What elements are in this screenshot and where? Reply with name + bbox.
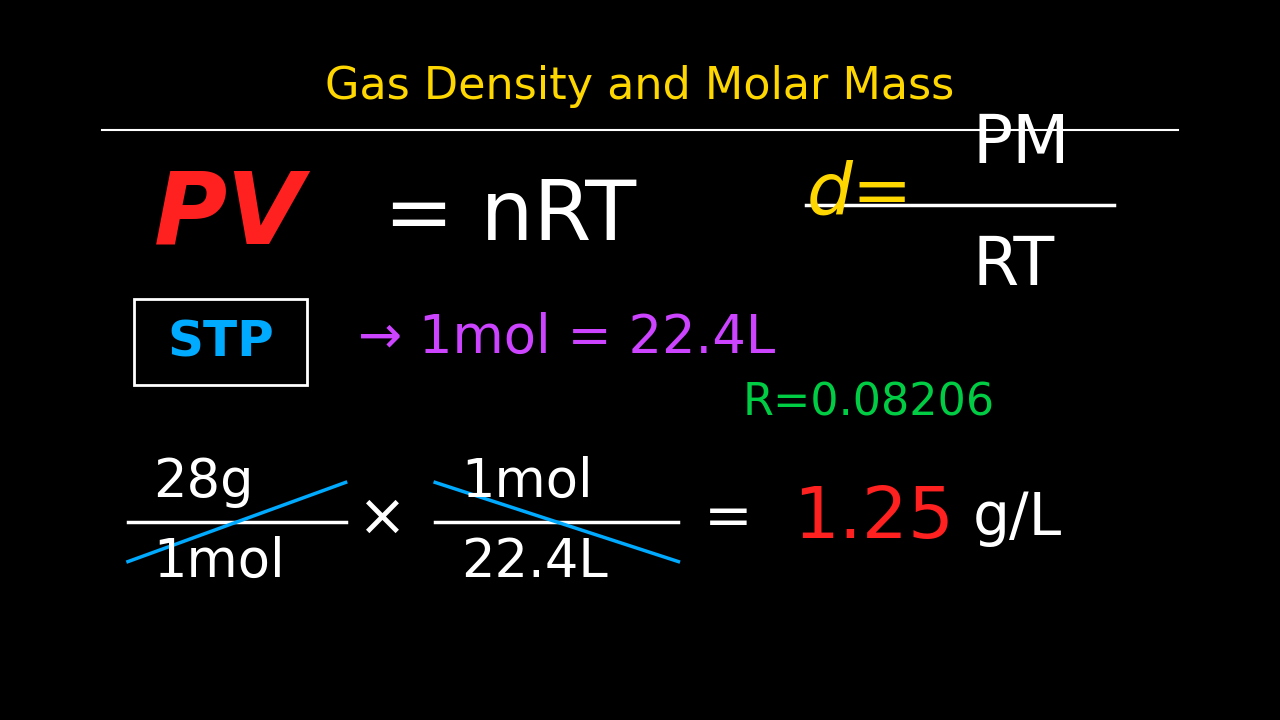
Text: d=: d= [806,160,913,229]
Text: Gas Density and Molar Mass: Gas Density and Molar Mass [325,65,955,108]
Text: 22.4L: 22.4L [461,536,608,588]
Text: = nRT: = nRT [384,176,636,256]
Text: 28g: 28g [154,456,255,508]
Text: ×: × [358,490,407,547]
Text: PM: PM [973,111,1070,177]
Text: STP: STP [168,318,274,366]
Text: R=0.08206: R=0.08206 [742,382,995,425]
Text: → 1mol = 22.4L: → 1mol = 22.4L [358,312,776,364]
Text: =: = [704,490,753,547]
Text: PV: PV [154,168,305,264]
Text: 1.25: 1.25 [794,484,955,553]
Text: 1mol: 1mol [154,536,285,588]
Text: 1mol: 1mol [461,456,593,508]
Text: g/L: g/L [973,490,1062,547]
Text: RT: RT [973,233,1055,300]
